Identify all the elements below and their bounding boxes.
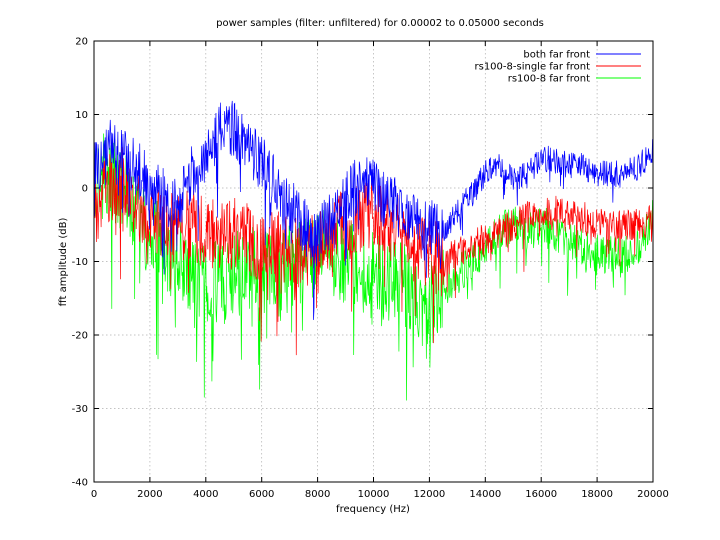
y-tick-label: 20 [75,37,88,48]
legend-label: rs100-8 far front [508,74,590,85]
y-tick-label: -20 [72,331,88,342]
x-tick-label: 14000 [469,489,501,500]
x-tick-label: 0 [91,489,97,500]
y-tick-label: 0 [82,184,88,195]
x-tick-label: 18000 [581,489,613,500]
series-line-0 [93,100,654,320]
y-tick-label: 10 [75,110,88,121]
y-tick-label: -30 [72,404,88,415]
legend-label: rs100-8-single far front [475,62,591,73]
y-axis-title: fft amplitude (dB) [58,218,69,307]
series-lines [93,100,654,401]
x-tick-label: 2000 [137,489,162,500]
legend-label: both far front [523,50,590,61]
x-axis-title: frequency (Hz) [336,504,410,515]
axis-ticks: 0 2000 4000 6000 8000 10000 12000 14000 16000 180… [72,37,669,501]
x-tick-label: 20000 [637,489,669,500]
x-tick-label: 16000 [525,489,557,500]
x-tick-label: 8000 [305,489,330,500]
series-line-2 [93,133,654,401]
x-tick-label: 4000 [193,489,218,500]
y-tick-label: -40 [72,478,88,489]
y-tick-label: -10 [72,257,88,268]
x-tick-label: 12000 [413,489,445,500]
x-tick-label: 6000 [249,489,274,500]
chart-title: power samples (filter: unfiltered) for 0… [216,18,544,29]
x-tick-label: 10000 [358,489,390,500]
series-line-1 [93,146,654,356]
